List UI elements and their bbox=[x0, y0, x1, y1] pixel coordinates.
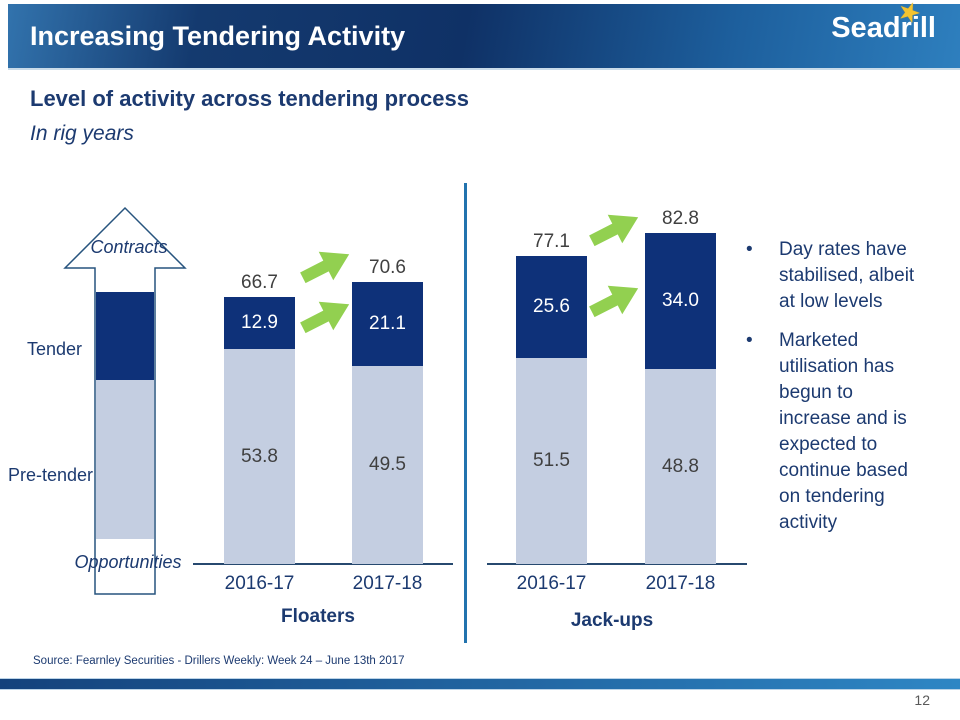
funnel-pretender-segment bbox=[96, 380, 154, 539]
list-item: • Marketed utilisation has begun to incr… bbox=[746, 328, 946, 536]
segment-label: 51.5 bbox=[533, 450, 570, 471]
bullet-icon: • bbox=[746, 330, 753, 351]
source-note: Source: Fearnley Securities - Drillers W… bbox=[33, 655, 405, 667]
total-label: 82.8 bbox=[662, 208, 699, 229]
total-label: 66.7 bbox=[241, 272, 278, 293]
commentary-list: • Day rates have stabilised, albeit at l… bbox=[746, 237, 946, 549]
unit-note: In rig years bbox=[30, 122, 134, 145]
growth-arrow-icon bbox=[300, 301, 350, 334]
segment-label: 21.1 bbox=[369, 313, 406, 334]
footer-accent-bar bbox=[0, 678, 960, 690]
segment-label: 53.8 bbox=[241, 445, 278, 467]
chart-heading: Level of activity across tendering proce… bbox=[30, 86, 469, 111]
funnel-label-tender: Tender bbox=[27, 339, 83, 359]
page-number: 12 bbox=[914, 692, 930, 708]
bullet-text: Marketed utilisation has begun to increa… bbox=[779, 330, 908, 533]
growth-arrow-icon bbox=[589, 285, 639, 318]
segment-label: 48.8 bbox=[662, 455, 699, 477]
bullet-text: Day rates have stabilised, albeit at low… bbox=[779, 239, 915, 312]
funnel-label-pretender: Pre-tender bbox=[8, 465, 94, 485]
group-label: Floaters bbox=[281, 606, 355, 627]
segment-label: 12.9 bbox=[241, 312, 278, 333]
logo-text: Seadrill bbox=[831, 12, 936, 44]
category-label: 2016-17 bbox=[224, 573, 295, 594]
category-label: 2017-18 bbox=[352, 573, 423, 594]
segment-label: 49.5 bbox=[369, 454, 406, 475]
category-label: 2017-18 bbox=[645, 573, 716, 594]
bar-segment-pretender bbox=[224, 349, 295, 564]
bar-segment-tender bbox=[516, 256, 587, 358]
segment-label: 34.0 bbox=[662, 290, 699, 311]
growth-arrow-icon bbox=[589, 214, 639, 247]
funnel-label-contracts: Contracts bbox=[90, 237, 168, 257]
tender-funnel-arrow bbox=[63, 206, 187, 595]
axis-line bbox=[487, 563, 747, 565]
funnel-label-opportunities: Opportunities bbox=[74, 552, 182, 572]
bar-segment-tender bbox=[352, 282, 423, 366]
axis-line bbox=[193, 563, 453, 565]
bar-segment-pretender bbox=[352, 366, 423, 564]
segment-label: 25.6 bbox=[533, 296, 570, 317]
growth-arrow-icon bbox=[300, 251, 350, 284]
list-item: • Day rates have stabilised, albeit at l… bbox=[746, 237, 946, 315]
seadrill-logo: Seadrill ★ bbox=[831, 0, 936, 44]
bar-segment-tender bbox=[224, 297, 295, 349]
slide-header: Increasing Tendering Activity bbox=[8, 4, 960, 70]
bar-segment-pretender bbox=[516, 358, 587, 564]
funnel-tender-segment bbox=[96, 292, 154, 380]
group-label: Jack-ups bbox=[570, 610, 654, 631]
category-label: 2016-17 bbox=[516, 573, 587, 594]
bar-segment-pretender bbox=[645, 369, 716, 564]
page-title: Increasing Tendering Activity bbox=[30, 20, 406, 51]
bullet-icon: • bbox=[746, 239, 753, 260]
bar-segment-tender bbox=[645, 233, 716, 369]
chart-divider-line bbox=[464, 183, 467, 643]
